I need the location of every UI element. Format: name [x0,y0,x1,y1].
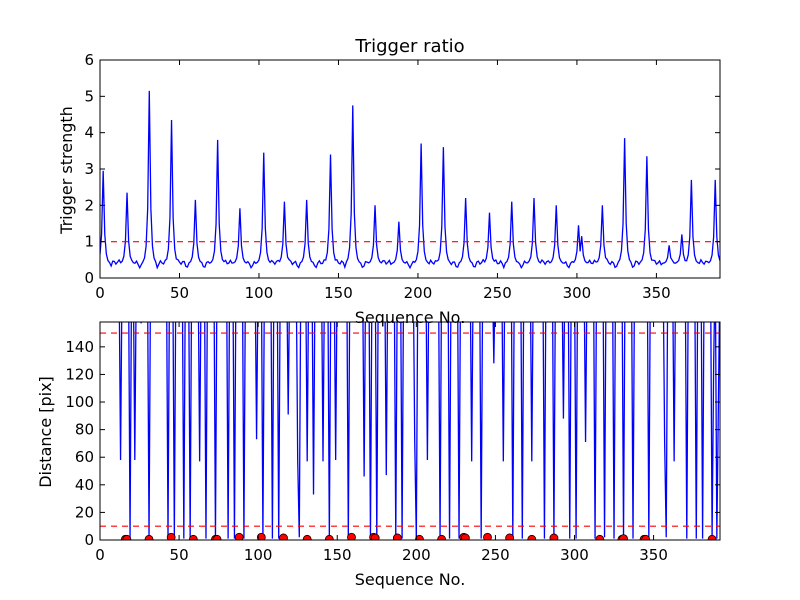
bottom-x-tick-label: 350 [639,546,668,564]
distance-marker [527,534,537,540]
top-x-tick-label: 200 [404,284,433,302]
bottom-y-tick-label: 20 [75,503,94,521]
distance-marker [234,532,244,540]
trigger-plot-area [100,90,720,270]
top-y-tick-label: 2 [84,196,94,214]
trigger-ratio-chart: Trigger ratio 0 50 100 150 200 250 300 350 0 1 2 3 4… [57,36,721,327]
distance-marker [279,533,288,540]
distance-marker [549,533,559,540]
bottom-x-tick-label: 0 [95,546,105,564]
top-x-tick-label: 100 [245,284,274,302]
distance-marker [460,533,470,540]
top-x-tick-label: 350 [642,284,671,302]
bottom-x-tick-label: 50 [170,546,189,564]
top-series-group [100,90,720,270]
distance-marker [256,532,266,540]
bottom-y-tick-label: 100 [65,393,94,411]
bottom-x-tick-label: 300 [560,546,589,564]
bottom-x-tick-label: 100 [244,546,273,564]
top-y-tick-label: 4 [84,124,94,142]
distance-marker [212,534,222,540]
distance-marker [302,534,312,540]
distance-marker [505,533,515,540]
distance-marker [619,534,628,540]
top-x-tick-label: 50 [170,284,189,302]
top-ticks: 0 50 100 150 200 250 300 350 0 1 2 3 4 5 6 [84,51,720,302]
top-y-tick-label: 6 [84,51,94,69]
top-x-tick-label: 150 [324,284,353,302]
distance-marker [392,533,402,540]
distance-marker [188,534,198,540]
top-y-tick-label: 5 [84,87,94,105]
distance-marker [483,532,492,540]
top-y-axis-label: Trigger strength [57,106,76,235]
top-y-tick-label: 3 [84,160,94,178]
bottom-axes-frame [99,321,721,541]
distance-marker [595,534,605,540]
top-x-tick-label: 0 [95,284,105,302]
distance-plot-area [100,322,720,540]
bottom-y-tick-label: 120 [65,365,94,383]
distance-marker [122,534,132,540]
bottom-x-axis-label: Sequence No. [355,570,466,589]
bottom-y-tick-label: 40 [75,476,94,494]
chart-title: Trigger ratio [354,36,464,57]
bottom-series-group [100,322,720,540]
distance-marker [347,532,356,540]
bottom-y-tick-label: 0 [84,531,94,549]
distance-marker [641,534,651,540]
bottom-x-tick-label: 250 [481,546,510,564]
top-x-tick-label: 300 [563,284,592,302]
bottom-y-axis-label: Distance [pix] [36,376,55,488]
bottom-x-tick-label: 200 [402,546,431,564]
distance-marker [707,534,717,540]
bottom-y-tick-label: 60 [75,448,94,466]
distance-marker [144,534,154,540]
distance-marker [415,534,424,540]
top-y-tick-label: 0 [84,269,94,287]
distance-marker [437,534,447,540]
distance-marker [324,534,334,540]
top-x-tick-label: 250 [483,284,512,302]
bottom-y-tick-label: 140 [65,338,94,356]
distance-marker [166,532,176,540]
distance-line [118,322,720,539]
trigger-strength-line [100,90,720,270]
bottom-ticks: 0 50 100 150 200 250 300 350 0 20 40 60 80 100 120 140 [65,322,720,564]
bottom-x-tick-label: 150 [323,546,352,564]
top-y-tick-label: 1 [84,233,94,251]
bottom-y-tick-label: 80 [75,421,94,439]
distance-marker [370,533,380,540]
distance-chart: 0 50 100 150 200 250 300 350020406080100120140 … [36,321,721,589]
